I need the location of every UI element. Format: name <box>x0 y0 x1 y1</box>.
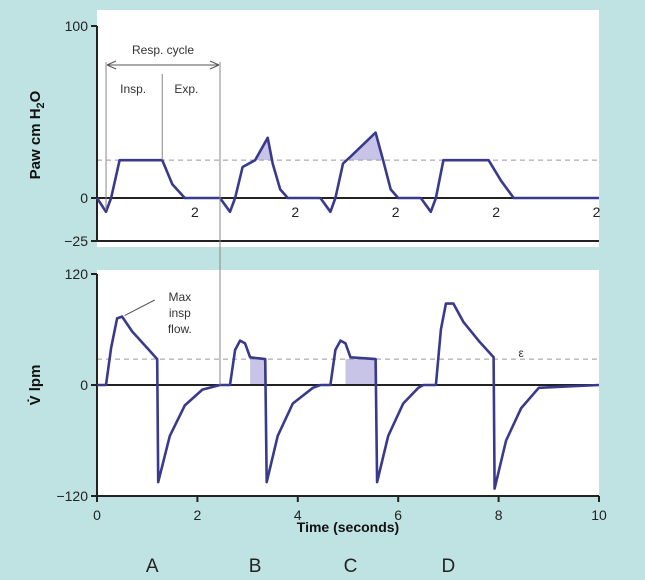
pressure-y-axis-label: Paw cm H2O <box>27 90 47 179</box>
mode-label-c: C <box>344 556 358 577</box>
pressure-shaded-region-b <box>250 137 281 161</box>
pressure-panel-background <box>97 10 599 247</box>
flow-waveform-b <box>220 339 321 484</box>
mode-label-d: D <box>442 556 456 577</box>
resp-cycle-arrow-right-icon <box>209 60 220 70</box>
flow-shaded-region-b <box>250 359 267 385</box>
time-axis-tick-label: 6 <box>394 507 402 523</box>
max-insp-flow-label: insp <box>169 306 191 320</box>
flow-y-tick-label: 0 <box>80 377 88 393</box>
x-axis-label: Time (seconds) <box>297 519 399 535</box>
pressure-cycle-label: 2 <box>392 204 400 220</box>
time-axis-tick-label: 8 <box>495 507 503 523</box>
flow-waveform-c <box>320 339 424 484</box>
mode-label-a: A <box>146 556 159 577</box>
pressure-waveform-d <box>419 158 599 214</box>
time-axis-tick-label: 2 <box>194 507 202 523</box>
flow-small-mark: ε <box>519 346 525 360</box>
resp-cycle-arrow-left-icon <box>106 60 117 70</box>
max-insp-flow-pointer <box>124 299 155 316</box>
time-axis-tick-label: 0 <box>93 507 101 523</box>
pressure-y-tick-label: 100 <box>65 18 89 34</box>
flow-shaded-region-c <box>345 359 378 385</box>
flow-y-tick-label: 120 <box>65 266 89 282</box>
pressure-cycle-label: 2 <box>191 204 199 220</box>
pressure-waveform-b <box>218 136 321 214</box>
time-axis-tick-label: 10 <box>591 507 607 523</box>
pressure-waveform-c <box>319 131 421 214</box>
pressure-y-tick-label: 0 <box>80 190 88 206</box>
resp-cycle-label: Resp. cycle <box>132 43 194 57</box>
flow-waveform-a <box>97 315 221 484</box>
pressure-cycle-label: 2 <box>593 204 601 220</box>
pressure-cycle-label: 2 <box>492 204 500 220</box>
flow-y-tick-label: −120 <box>56 488 88 504</box>
pressure-cycle-label: 2 <box>291 204 299 220</box>
exp-label: Exp. <box>174 82 198 96</box>
insp-label: Insp. <box>120 82 146 96</box>
max-insp-flow-label: flow. <box>168 322 192 336</box>
pressure-y-tick-label: −25 <box>64 233 88 249</box>
max-insp-flow-label: Max <box>168 290 191 304</box>
mode-label-b: B <box>249 556 262 577</box>
flow-y-axis-label: V̇ lpm <box>27 365 44 406</box>
pressure-waveform-a <box>95 158 220 214</box>
time-axis-tick-label: 4 <box>294 507 302 523</box>
flow-waveform-d <box>423 302 600 490</box>
